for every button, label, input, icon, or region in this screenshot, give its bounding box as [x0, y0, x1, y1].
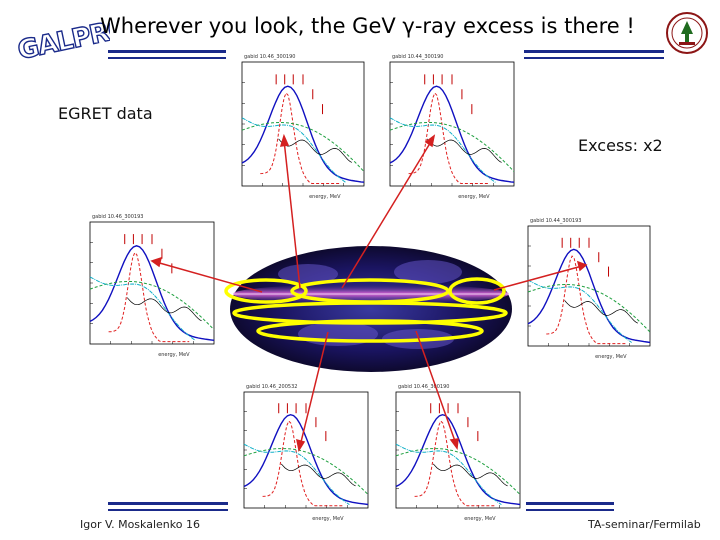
panel-header: gabid 10.46_300190	[244, 54, 295, 60]
brems-curve	[395, 443, 502, 506]
region-ellipse-center	[290, 278, 450, 304]
ics-curve	[395, 448, 521, 495]
panel-header: gabid 10.44_300193	[530, 218, 581, 224]
excess-label: Excess: x2	[578, 136, 663, 155]
arrowhead-top-right	[424, 134, 436, 148]
ics-curve	[527, 284, 651, 333]
total-model-curve	[89, 245, 215, 341]
region-ellipse-wide	[232, 301, 508, 325]
slide-title: Wherever you look, the GeV γ-ray excess …	[100, 14, 635, 38]
arrow-bottom-right	[415, 330, 457, 445]
arrowhead-top-left	[279, 133, 290, 147]
arrow-top-right	[341, 139, 433, 289]
footer-rule-right-2	[478, 509, 614, 511]
footer-rule-left-2	[108, 509, 232, 511]
title-rule-right	[524, 50, 664, 53]
diffuse-component-curve	[126, 297, 202, 322]
ics-curve	[89, 281, 215, 331]
ics-curve	[389, 122, 515, 172]
region-ellipse-right	[448, 277, 506, 305]
brems-curve	[389, 117, 496, 183]
galactic-plane	[233, 284, 509, 304]
x-axis-label: energy, MeV	[158, 352, 190, 358]
brems-curve	[527, 279, 632, 343]
diffuse-component-curve	[280, 463, 356, 487]
total-model-curve	[243, 413, 369, 506]
brems-curve	[89, 276, 196, 341]
diffuse-component-curve	[564, 300, 638, 324]
x-axis-label: energy, MeV	[595, 354, 627, 360]
pi0-curve	[408, 92, 490, 184]
arrowhead-bottom-right	[449, 438, 459, 450]
footer-rule-left	[108, 502, 232, 505]
region-outlines	[224, 277, 508, 343]
pi0-curve	[260, 92, 340, 184]
arrow-mid-right	[493, 265, 583, 291]
arrow-top-left	[283, 139, 301, 289]
ics-curve	[243, 448, 369, 495]
arrow-bottom-left	[299, 331, 329, 447]
spectrum-panel-top-right: gabid 10.44_300190 energy, MeV	[374, 48, 520, 202]
footer-author: Igor V. Moskalenko 16	[80, 518, 200, 531]
pi0-curve	[546, 255, 626, 345]
galprop-logo: GALPROP	[14, 9, 110, 60]
panel-header: gabid 10.44_300190	[392, 54, 443, 60]
arrowhead-mid-left	[150, 256, 163, 268]
arrow-mid-left	[155, 261, 263, 293]
arrows	[150, 133, 588, 452]
title-rule-left	[108, 50, 238, 53]
title-rule-right-2	[524, 57, 664, 59]
pi0-curve	[262, 420, 344, 507]
region-ellipse-lower	[256, 319, 484, 343]
diffuse-component-curve	[426, 138, 502, 163]
brems-curve	[241, 117, 346, 183]
panel-header: gabid 10.46_300193	[92, 214, 143, 220]
x-axis-label: energy, MeV	[309, 194, 341, 200]
x-axis-label: energy, MeV	[458, 194, 490, 200]
panel-header: gabid 10.46_300190	[398, 384, 449, 390]
diffuse-component-curve	[432, 463, 508, 487]
pi0-curve	[108, 251, 190, 343]
spectrum-panel-mid-right: gabid 10.44_300193 energy, MeV	[512, 212, 656, 362]
pi0-curve	[414, 420, 496, 507]
stanford-seal-icon	[666, 12, 708, 54]
arrowhead-bottom-left	[296, 438, 306, 452]
spectrum-panel-bottom-right: gabid 10.46_300190 energy, MeV	[380, 378, 526, 524]
title-rule-left-2	[108, 57, 238, 59]
region-ellipse-left	[224, 278, 308, 304]
x-axis-label: energy, MeV	[312, 516, 344, 522]
egret-data-label: EGRET data	[58, 104, 153, 123]
x-axis-label: energy, MeV	[464, 516, 496, 522]
panel-header: gabid 10.46_200532	[246, 384, 297, 390]
diffuse-component-curve	[278, 138, 352, 163]
spectrum-panel-mid-left: gabid 10.46_300193 energy, MeV	[74, 208, 220, 360]
spectrum-panel-bottom-left: gabid 10.46_200532 energy, MeV	[228, 378, 374, 524]
total-model-curve	[241, 85, 365, 183]
ics-curve	[241, 122, 365, 172]
footer-rule-right	[478, 502, 614, 505]
total-model-curve	[395, 413, 521, 506]
footer-venue: TA-seminar/Fermilab	[588, 518, 701, 531]
brems-curve	[243, 443, 350, 506]
total-model-curve	[527, 248, 651, 344]
total-model-curve	[389, 85, 515, 183]
arrowhead-mid-right	[576, 260, 588, 272]
spectrum-panel-top-left: gabid 10.46_300190 energy, MeV	[226, 48, 370, 202]
